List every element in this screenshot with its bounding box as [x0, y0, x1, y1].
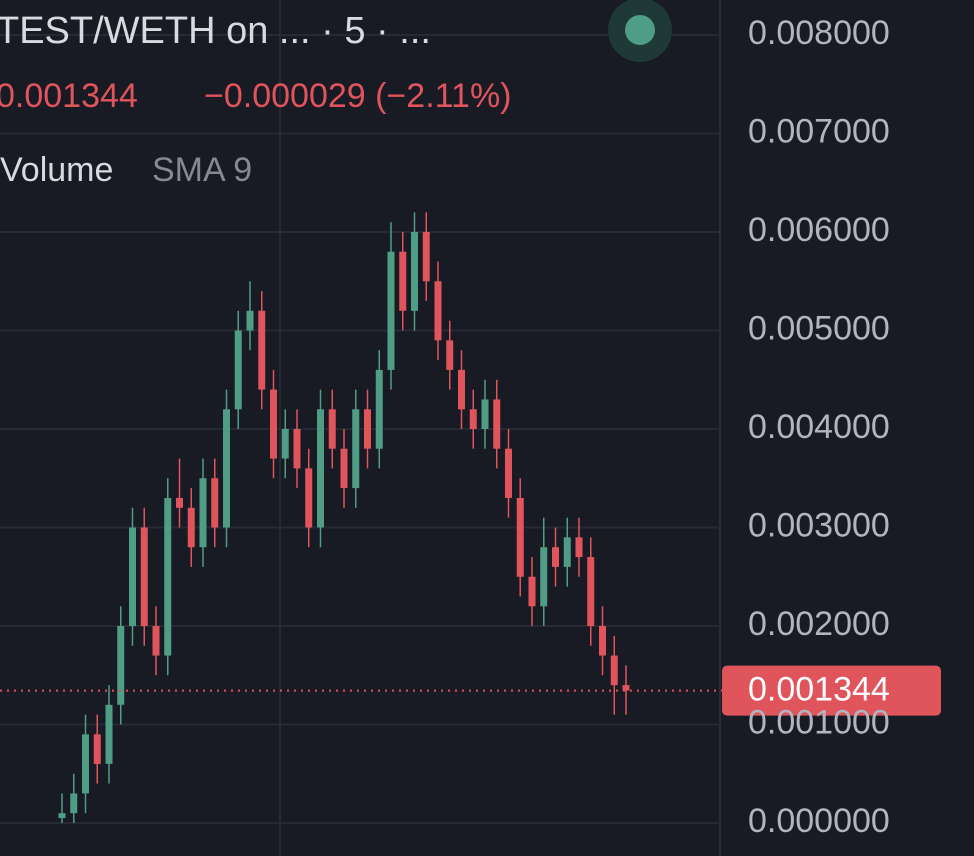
candle-body — [434, 281, 442, 341]
candle-body — [258, 310, 266, 390]
candle-body — [516, 497, 524, 577]
candle-body — [481, 399, 489, 429]
candle-body — [505, 448, 512, 498]
candle-body — [246, 310, 254, 331]
y-tick-label: 0.004000 — [748, 408, 890, 446]
last-price-label: 0.001344 — [748, 671, 890, 709]
candle-body — [105, 704, 113, 764]
candle-body — [622, 685, 630, 691]
y-tick-label: 0.000000 — [748, 802, 890, 840]
candle-body — [140, 527, 148, 626]
candle-body — [211, 478, 219, 528]
candle-body — [117, 626, 125, 705]
chart-title: TEST/WETH on ... · 5 · ... — [0, 10, 431, 52]
candle-body — [528, 576, 536, 607]
candle-body — [422, 232, 430, 282]
candle-body — [328, 409, 336, 449]
candles — [58, 212, 630, 823]
candle-body — [563, 537, 571, 567]
candle-body — [305, 468, 313, 528]
candle-body — [411, 232, 418, 311]
candle-body — [152, 626, 160, 656]
candle-body — [199, 478, 207, 548]
candle-body — [375, 369, 383, 449]
candle-body — [281, 429, 289, 459]
overlay: 0.001344 — [0, 665, 941, 716]
status-dot — [625, 15, 655, 45]
price-change: −0.000029 (−2.11%) — [204, 77, 512, 115]
candle-body — [82, 734, 89, 794]
candle-body — [270, 389, 277, 459]
y-tick-label: 0.007000 — [748, 112, 890, 150]
candle-body — [493, 399, 501, 449]
candle-body — [176, 497, 183, 508]
candle-body — [387, 251, 395, 370]
candle-body — [446, 340, 454, 370]
y-tick-label: 0.008000 — [748, 14, 890, 52]
candle-body — [399, 251, 407, 311]
candle-body — [458, 369, 465, 410]
y-tick-label: 0.006000 — [748, 211, 890, 249]
candle-body — [293, 429, 301, 469]
last-price: 0.001344 — [0, 77, 138, 115]
candle-body — [164, 497, 172, 656]
candle-body — [58, 813, 66, 819]
indicator-name: Volume — [0, 151, 113, 189]
candle-body — [364, 409, 371, 449]
candle-body — [587, 557, 595, 626]
candle-body — [129, 527, 136, 626]
candle-body — [223, 409, 230, 528]
y-tick-label: 0.005000 — [748, 309, 890, 347]
candle-body — [575, 537, 583, 558]
candle-body — [352, 409, 360, 489]
candle-body — [610, 655, 618, 686]
grid — [0, 34, 720, 824]
y-tick-label: 0.001000 — [748, 703, 890, 741]
candle-body — [540, 547, 548, 607]
y-tick-label: 0.003000 — [748, 506, 890, 544]
candle-body — [552, 547, 559, 567]
candle-body — [93, 734, 101, 764]
candle-body — [234, 330, 242, 410]
indicator-setting: SMA 9 — [152, 151, 252, 189]
candle-body — [70, 793, 78, 814]
candle-body — [317, 409, 324, 528]
candle-body — [340, 448, 348, 489]
candle-body — [187, 507, 195, 548]
last-price-badge — [722, 665, 941, 716]
candle-body — [599, 626, 606, 656]
y-tick-label: 0.002000 — [748, 605, 890, 643]
candle-body — [469, 409, 477, 429]
